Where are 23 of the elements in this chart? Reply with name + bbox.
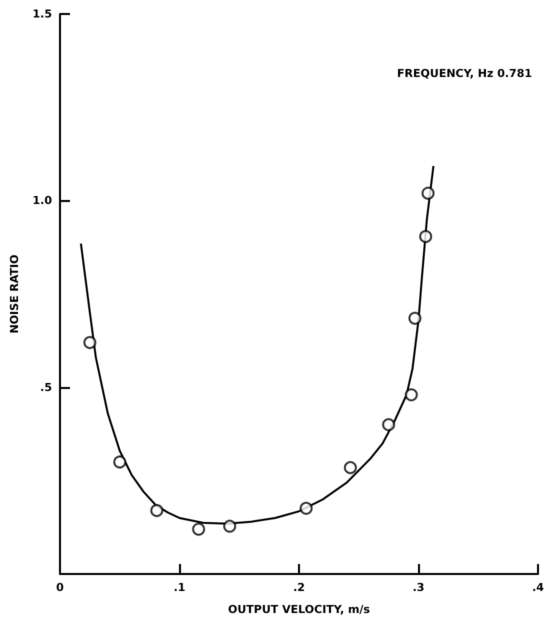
- x-tick-label: 0: [56, 581, 64, 594]
- point: [192, 522, 206, 536]
- point: [419, 230, 432, 244]
- x-tick-label: .2: [293, 581, 305, 594]
- annotation: FREQUENCY, Hz 0.781: [397, 67, 532, 80]
- point: [113, 456, 126, 468]
- x-axis-title: OUTPUT VELOCITY, m/s: [228, 603, 370, 616]
- point: [382, 418, 396, 432]
- x-tick-label: .4: [532, 581, 544, 594]
- point: [150, 504, 164, 518]
- x-tick-label: .3: [412, 581, 424, 594]
- point: [422, 186, 435, 200]
- y-axis-title: NOISE RATIO: [8, 254, 21, 334]
- point: [344, 461, 357, 474]
- point: [300, 502, 313, 515]
- point: [83, 336, 96, 350]
- y-tick-label: .5: [40, 380, 52, 394]
- x-tick-label: .1: [174, 581, 186, 594]
- point: [404, 388, 418, 402]
- y-tick-label: 1.0: [32, 194, 52, 208]
- point: [223, 520, 236, 533]
- point: [408, 312, 422, 325]
- y-tick-label: 1.5: [32, 8, 52, 20]
